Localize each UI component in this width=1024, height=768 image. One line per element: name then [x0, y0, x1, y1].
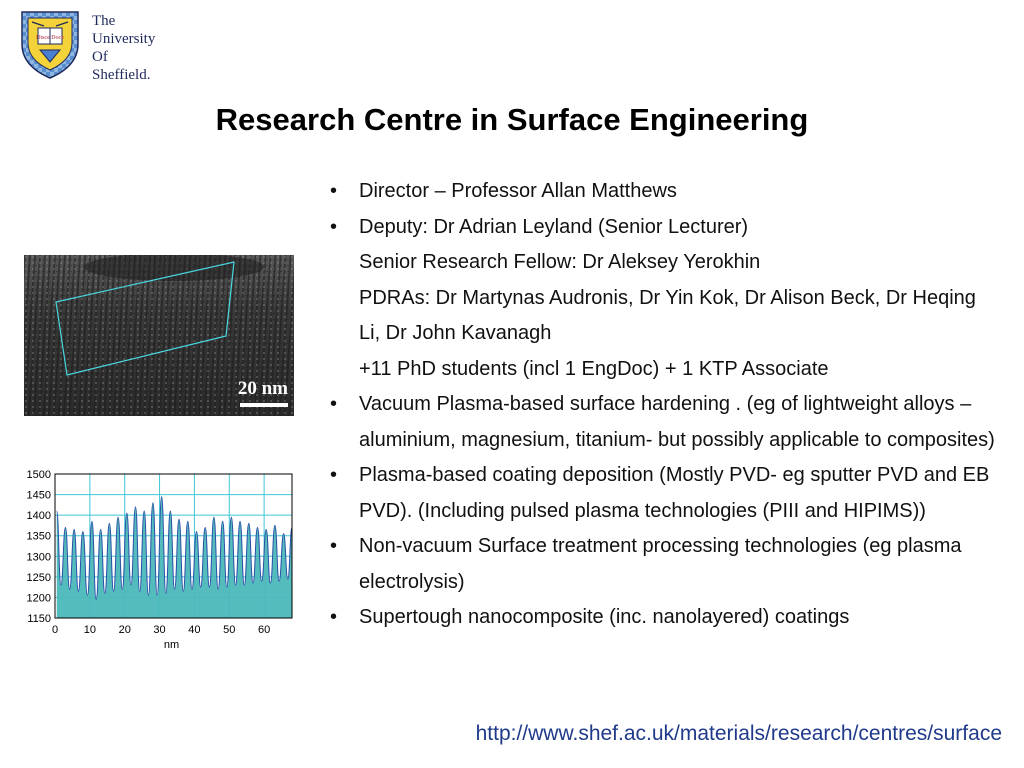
- list-item: • Plasma-based coating deposition (Mostl…: [330, 458, 1000, 529]
- list-item: PDRAs: Dr Martynas Audronis, Dr Yin Kok,…: [330, 281, 1000, 352]
- tem-micrograph-image: 20 nm: [24, 253, 294, 416]
- x-axis-label: nm: [164, 639, 179, 651]
- list-item-text: Director – Professor Allan Matthews: [359, 180, 677, 202]
- list-item: • Deputy: Dr Adrian Leyland (Senior Lect…: [330, 210, 1000, 246]
- y-tick-label: 1200: [27, 592, 51, 604]
- x-tick-label: 10: [84, 624, 96, 636]
- list-item-text: Senior Research Fellow: Dr Aleksey Yerok…: [359, 251, 761, 273]
- x-tick-label: 30: [153, 624, 165, 636]
- list-item-text: Deputy: Dr Adrian Leyland (Senior Lectur…: [359, 215, 749, 238]
- selection-region-outline: [55, 261, 235, 376]
- list-item-text: PDRAs: Dr Martynas Audronis, Dr Yin Kok,…: [359, 286, 976, 345]
- bullet-marker: •: [330, 180, 338, 202]
- data-series-line: [56, 496, 293, 600]
- y-tick-label: 1350: [27, 531, 51, 543]
- bullet-marker: •: [330, 393, 338, 415]
- y-tick-label: 1300: [27, 551, 51, 563]
- university-name-line: The: [92, 13, 116, 29]
- centre-url-link[interactable]: http://www.shef.ac.uk/materials/research…: [475, 722, 1002, 745]
- list-item: +11 PhD students (incl 1 EngDoc) + 1 KTP…: [330, 352, 1000, 388]
- university-name-line: Of: [92, 49, 108, 65]
- micrograph-graphic: [24, 253, 294, 416]
- y-tick-label: 1400: [27, 510, 51, 522]
- y-tick-label: 1250: [27, 572, 51, 584]
- data-series-area: [56, 496, 292, 618]
- scale-bar-label: 20 nm: [237, 378, 288, 399]
- list-item: • Director – Professor Allan Matthews: [330, 174, 1000, 210]
- x-tick-label: 60: [258, 624, 270, 636]
- intensity-profile-chart: 1150 1200 1250 1300 1350 1400 1450 1500 0 10 20 30 4…: [18, 466, 298, 656]
- x-tick-label: 40: [188, 624, 200, 636]
- university-crest-icon: Disce Doce: [21, 11, 79, 79]
- svg-text:Disce Doce: Disce Doce: [36, 35, 64, 41]
- scale-bar: [240, 403, 288, 407]
- list-item-text: Plasma-based coating deposition (Mostly …: [359, 464, 990, 522]
- bullet-marker: •: [330, 464, 338, 486]
- university-name-line: Sheffield.: [92, 67, 151, 83]
- bullet-marker: •: [330, 606, 338, 628]
- bullet-list: • Director – Professor Allan Matthews • …: [330, 174, 1000, 636]
- x-tick-label: 50: [223, 624, 235, 636]
- list-item: • Supertough nanocomposite (inc. nanolay…: [330, 600, 1000, 636]
- bullet-marker: •: [330, 535, 338, 557]
- y-tick-label: 1150: [27, 613, 51, 625]
- university-name: The University Of Sheffield.: [92, 12, 192, 84]
- list-item: Senior Research Fellow: Dr Aleksey Yerok…: [330, 245, 1000, 281]
- list-item-text: +11 PhD students (incl 1 EngDoc) + 1 KTP…: [359, 357, 829, 380]
- list-item: • Vacuum Plasma-based surface hardening …: [330, 387, 1000, 458]
- list-item-text: Supertough nanocomposite (inc. nanolayer…: [359, 606, 850, 628]
- y-tick-label: 1500: [27, 469, 51, 481]
- university-name-line: University: [92, 31, 156, 47]
- x-tick-label: 20: [119, 624, 131, 636]
- chart-svg: 1150 1200 1250 1300 1350 1400 1450 1500 0 10 20 30 4…: [27, 469, 293, 651]
- list-item-text: Vacuum Plasma-based surface hardening . …: [359, 393, 995, 451]
- bullet-marker: •: [330, 215, 338, 238]
- university-logo: Disce Doce The University Of Sheffield.: [14, 8, 184, 84]
- slide-title: Research Centre in Surface Engineering: [215, 102, 809, 137]
- y-tick-label: 1450: [27, 490, 51, 502]
- plot-frame: [54, 473, 293, 619]
- list-item-text: Non-vacuum Surface treatment processing …: [359, 535, 962, 593]
- x-tick-label: 0: [52, 624, 58, 636]
- list-item: • Non-vacuum Surface treatment processin…: [330, 529, 1000, 600]
